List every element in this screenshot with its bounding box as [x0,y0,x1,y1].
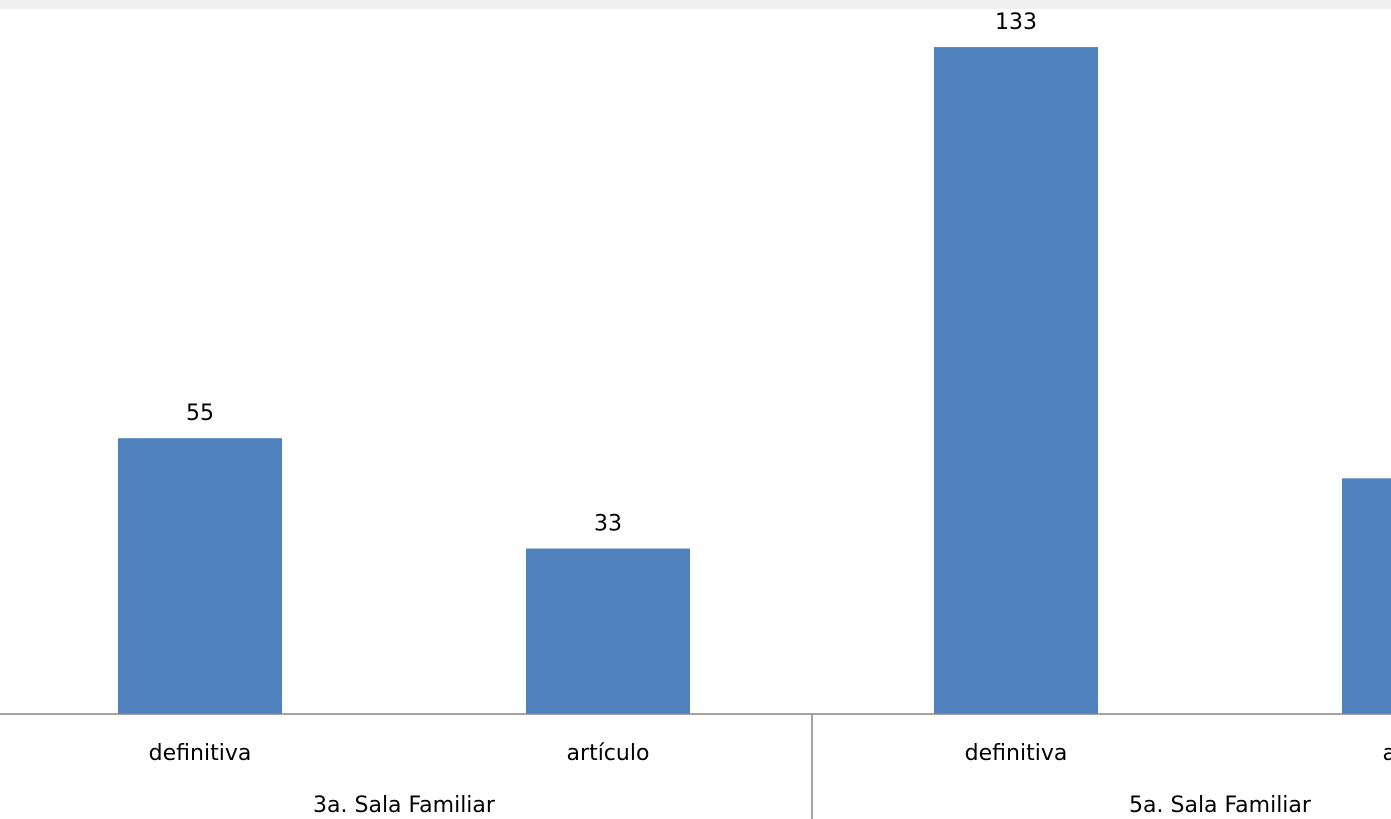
bar-3 [934,47,1098,715]
bar-1 [118,438,282,714]
data-label-3: 133 [995,10,1037,35]
bar-4 [1342,478,1391,714]
category-label-2: artículo [567,741,650,766]
top-strip [0,0,1391,9]
group-label-1: 3a. Sala Familiar [313,793,496,818]
bar-2 [526,548,690,714]
group-label-2: 5a. Sala Familiar [1129,793,1312,818]
data-labels-layer: 553313347 [186,10,1037,537]
x-axis: definitiva artículo definitiva artículo 3a. … [0,713,1391,819]
category-label-4: artículo [1383,741,1391,766]
data-label-2: 33 [594,512,622,537]
data-label-1: 55 [186,401,214,426]
category-label-3: definitiva [965,741,1068,766]
bars-layer [118,47,1391,715]
category-label-1: definitiva [149,741,252,766]
